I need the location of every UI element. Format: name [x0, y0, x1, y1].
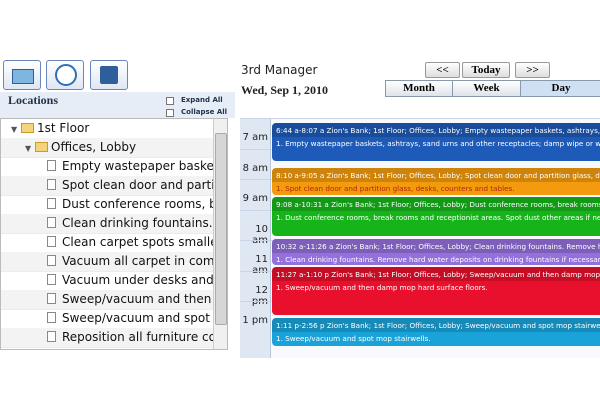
date-label: Wed, Sep 1, 2010 [241, 83, 329, 97]
tree-label: Vacuum all carpet in common ar [62, 254, 227, 268]
tree-row[interactable]: Reposition all furniture correctly [1, 328, 227, 348]
hour-label: 11 am [252, 254, 268, 276]
hour-label: 10 am [252, 223, 268, 246]
hour-line [240, 118, 600, 119]
tree-row[interactable]: Vacuum all carpet in common ar [1, 252, 227, 272]
event-detail: 1. Sweep/vacuum and then damp mop hard s… [276, 283, 488, 292]
event[interactable]: 11:27 a-1:10 p Zion's Bank; 1st Floor; O… [272, 267, 600, 315]
event-detail: 1. Spot clean door and partition glass, … [276, 184, 515, 193]
tree-label: Sweep/vacuum and then damp r [62, 292, 227, 306]
tree-row[interactable]: ▼ Offices, Lobby [1, 138, 227, 158]
collapse-all[interactable]: Collapse All [181, 108, 228, 116]
hour-label: 1 pm [242, 315, 268, 326]
day-tab[interactable]: Day [520, 80, 600, 97]
event-detail: 1. Sweep/vacuum and spot mop stairwells. [276, 334, 431, 343]
schedule-button[interactable] [46, 60, 84, 90]
tree-row[interactable]: Spot clean door and partition glas [1, 176, 227, 196]
manager-title: 3rd Manager [241, 63, 318, 77]
event-title: 9:08 a-10:31 a Zion's Bank; 1st Floor; O… [272, 197, 600, 211]
scrollbar[interactable] [213, 119, 227, 349]
event-title: 1:11 p-2:56 p Zion's Bank; 1st Floor; Of… [272, 318, 600, 332]
open-button[interactable] [3, 60, 41, 90]
month-tab[interactable]: Month [385, 80, 453, 97]
tree-label: Empty wastepaper baskets, ashtr [62, 159, 228, 173]
today-button[interactable]: Today [462, 62, 510, 78]
locations-title: Locations [8, 93, 59, 107]
week-tab[interactable]: Week [452, 80, 521, 97]
tree-label: Reposition all furniture correctly [62, 330, 227, 344]
event[interactable]: 9:08 a-10:31 a Zion's Bank; 1st Floor; O… [272, 197, 600, 236]
event-title: 6:44 a-8:07 a Zion's Bank; 1st Floor; Of… [272, 123, 600, 137]
scroll-thumb[interactable] [215, 133, 227, 325]
tree-row[interactable]: Empty wastepaper baskets, ashtr [1, 157, 228, 177]
tree-label: Clean drinking fountains. Remov [62, 216, 227, 230]
hour-label: 8 am [242, 162, 268, 174]
tree-label: Vacuum under desks and tables [62, 273, 227, 287]
tree-row[interactable]: Sweep/vacuum and then damp r [1, 290, 227, 310]
tree-row[interactable]: Vacuum under desks and tables [1, 271, 227, 291]
tree-row[interactable]: ▼ 1st Floor [1, 119, 223, 139]
tree-label: Dust conference rooms, break ro [62, 197, 227, 211]
tree-label: Offices, Lobby [51, 140, 137, 154]
event[interactable]: 1:11 p-2:56 p Zion's Bank; 1st Floor; Of… [272, 318, 600, 346]
tree-label: Clean carpet spots smaller than [62, 235, 227, 249]
tree-row[interactable]: Clean drinking fountains. Remov [1, 214, 227, 234]
tree-row[interactable]: Dust conference rooms, break ro [1, 195, 227, 215]
event-detail: 1. Empty wastepaper baskets, ashtrays, s… [276, 139, 600, 148]
event-title: 11:27 a-1:10 p Zion's Bank; 1st Floor; O… [272, 267, 600, 281]
expand-icon[interactable] [166, 97, 174, 105]
hour-label: 9 am [242, 193, 268, 204]
event-title: 10:32 a-11:26 a Zion's Bank; 1st Floor; … [272, 239, 600, 253]
hour-label: 7 am [242, 132, 268, 143]
locations-header [0, 92, 235, 118]
expand-all[interactable]: Expand All [181, 96, 223, 104]
tree-label: Sweep/vacuum and spot mop sta [62, 311, 227, 325]
event[interactable]: 10:32 a-11:26 a Zion's Bank; 1st Floor; … [272, 239, 600, 265]
prev-button[interactable]: << [425, 62, 460, 78]
next-button[interactable]: >> [515, 62, 550, 78]
tree-label: 1st Floor [37, 121, 90, 135]
collapse-icon[interactable] [166, 109, 174, 117]
tree-label: Spot clean door and partition glas [62, 178, 227, 192]
save-button[interactable] [90, 60, 128, 90]
event-title: 8:10 a-9:05 a Zion's Bank; 1st Floor; Of… [272, 168, 600, 182]
hour-label: 12 pm [251, 284, 268, 307]
event-detail: 1. Dust conference rooms, break rooms an… [276, 213, 600, 222]
tree-row[interactable]: Clean carpet spots smaller than [1, 233, 227, 253]
tree-row[interactable]: Sweep/vacuum and spot mop sta [1, 309, 227, 329]
event-detail: 1. Clean drinking fountains. Remove hard… [276, 255, 600, 264]
time-column [240, 118, 270, 358]
tree: ▼ 1st Floor ▼ Offices, Lobby Empty wastepa… [0, 118, 228, 350]
event[interactable]: 8:10 a-9:05 a Zion's Bank; 1st Floor; Of… [272, 168, 600, 195]
event[interactable]: 6:44 a-8:07 a Zion's Bank; 1st Floor; Of… [272, 123, 600, 161]
